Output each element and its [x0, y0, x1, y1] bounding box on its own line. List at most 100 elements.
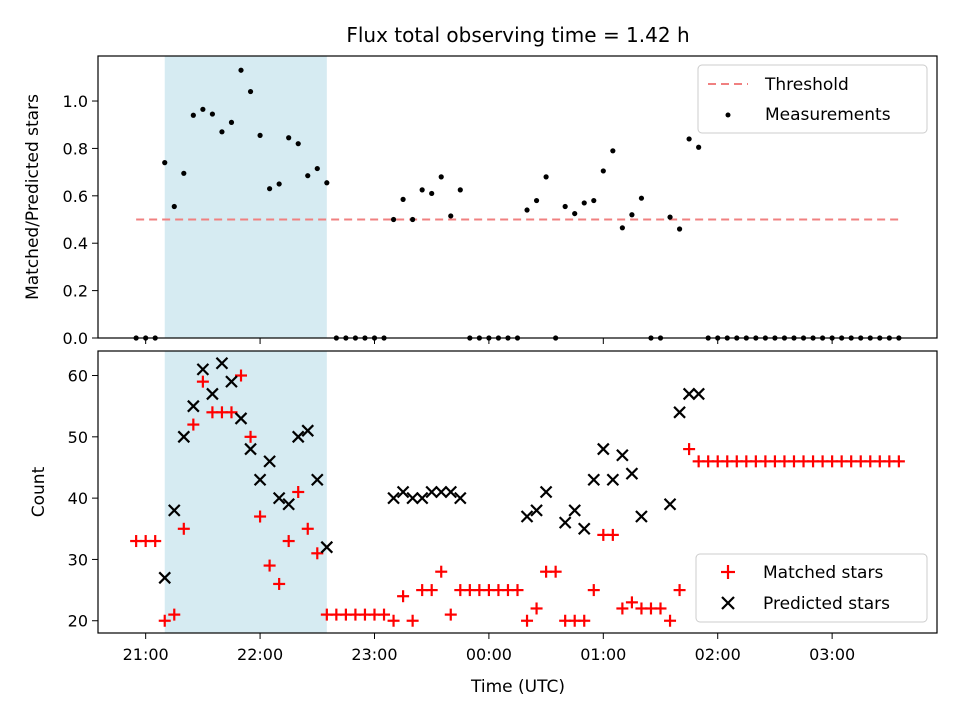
- matched-star-point: [425, 584, 438, 597]
- matched-star-point: [387, 614, 400, 627]
- predicted-star-point: [530, 504, 543, 517]
- predicted-star-point: [234, 412, 248, 425]
- measurement-point: [638, 195, 645, 201]
- matched-star-point: [292, 486, 305, 498]
- y-tick-label: 50: [68, 428, 88, 447]
- measurement-point: [629, 212, 635, 218]
- predicted-star-point: [577, 522, 591, 536]
- matched-star-point: [511, 584, 524, 597]
- predicted-star-point: [311, 473, 324, 487]
- legend: Threshold Measurements: [697, 64, 928, 134]
- y-tick-label: 60: [68, 367, 88, 386]
- measurement-point: [305, 173, 311, 179]
- predicted-star-point: [616, 448, 629, 462]
- measurement-point: [324, 180, 330, 186]
- measurement-point: [600, 168, 606, 174]
- legend-predicted-label: Predicted stars: [763, 594, 890, 614]
- legend-matched-swatch: [721, 565, 735, 579]
- predicted-star-point: [387, 491, 400, 505]
- y-tick-label: 30: [68, 550, 88, 569]
- count-panel: 20 30 40 50 60 21:00 22:00 23:00 00:00 01:00 02:0…: [29, 350, 938, 697]
- legend-measurements-label: Measurements: [765, 105, 891, 125]
- x-axis-label: Time (UTC): [470, 677, 565, 697]
- legend-threshold-label: Threshold: [764, 75, 849, 95]
- predicted-star-point: [663, 497, 677, 511]
- predicted-star-point: [692, 387, 705, 401]
- matched-star-point: [158, 614, 171, 627]
- measurement-point: [276, 181, 282, 187]
- matched-star-point: [664, 614, 677, 627]
- y-axis-ticks: 0.0 0.2 0.4 0.6 0.8 1.0: [63, 92, 98, 348]
- predicted-star-point: [606, 473, 620, 487]
- y-tick-label: 0.0: [63, 329, 88, 348]
- predicted-star-point: [215, 356, 229, 370]
- matched-star-point: [625, 596, 638, 609]
- matched-star-point: [378, 608, 391, 621]
- matched-star-point: [168, 608, 181, 621]
- measurement-point: [562, 203, 568, 210]
- predicted-star-point: [263, 455, 276, 468]
- matched-star-point: [177, 522, 190, 535]
- measurement-point: [314, 165, 320, 172]
- measurement-point: [247, 88, 254, 95]
- predicted-star-point: [225, 375, 238, 388]
- measurement-point: [267, 186, 273, 192]
- measurement-point: [572, 210, 578, 217]
- measurement-point: [676, 226, 683, 232]
- predicted-star-point: [587, 473, 601, 487]
- measurement-point: [162, 160, 168, 166]
- measurement-point: [610, 148, 616, 154]
- matched-star-point: [444, 608, 457, 621]
- ratio-panel: 0.0 0.2 0.4 0.6 0.8 1.0 Matched/Predicted sta…: [23, 55, 938, 348]
- legend-measurements-swatch: [725, 112, 731, 118]
- measurement-point: [400, 196, 406, 202]
- measurement-point: [696, 144, 702, 150]
- x-tick-label: 21:00: [123, 645, 169, 664]
- measurement-point: [438, 174, 444, 180]
- measurement-point: [390, 216, 397, 223]
- plot-frame: [97, 350, 938, 634]
- y-tick-label: 0.2: [63, 282, 88, 301]
- matched-star-point: [530, 602, 543, 615]
- legend: Matched stars Predicted stars: [695, 553, 928, 623]
- legend-box: [695, 553, 928, 623]
- y-tick-label: 0.8: [63, 139, 88, 158]
- legend-box: [697, 64, 928, 134]
- matched-star-point: [435, 565, 448, 578]
- measurement-point: [524, 207, 530, 213]
- measurement-point: [448, 213, 454, 219]
- predicted-star-point: [196, 363, 210, 376]
- predicted-star-point: [539, 485, 553, 499]
- measurement-point: [190, 112, 196, 118]
- legend-matched-label: Matched stars: [763, 563, 883, 583]
- measurement-point: [295, 141, 301, 147]
- y-tick-label: 40: [68, 489, 88, 508]
- predicted-star-point: [291, 430, 305, 444]
- predicted-star-point: [444, 485, 458, 499]
- x-axis-ticks: 21:00 22:00 23:00 00:00 01:00 02:00 03:00: [123, 633, 855, 664]
- measurement-point: [429, 190, 435, 197]
- measurement-point: [581, 200, 587, 206]
- measurement-point: [410, 216, 416, 223]
- matched-star-point: [397, 590, 410, 603]
- matched-star-point: [282, 535, 295, 548]
- predicted-star-point: [301, 424, 315, 437]
- matched-star-point: [301, 522, 314, 535]
- matched-star-point: [263, 559, 276, 572]
- predicted-star-point: [558, 516, 572, 529]
- predicted-star-point: [282, 497, 295, 511]
- observing-window-highlight: [164, 56, 327, 338]
- matched-star-point: [892, 455, 905, 468]
- matched-star-point: [521, 614, 534, 627]
- chart-title: Flux total observing time = 1.42 h: [346, 23, 689, 47]
- predicted-star-point: [673, 406, 686, 419]
- measurement-point: [667, 214, 673, 220]
- predicted-star-point: [682, 387, 696, 401]
- matched-star-point: [606, 528, 619, 541]
- predicted-star-point: [177, 430, 191, 444]
- predicted-star-point: [396, 485, 410, 499]
- predicted-star-point: [320, 540, 334, 554]
- matched-star-point: [311, 547, 324, 560]
- measurement-point: [228, 119, 235, 125]
